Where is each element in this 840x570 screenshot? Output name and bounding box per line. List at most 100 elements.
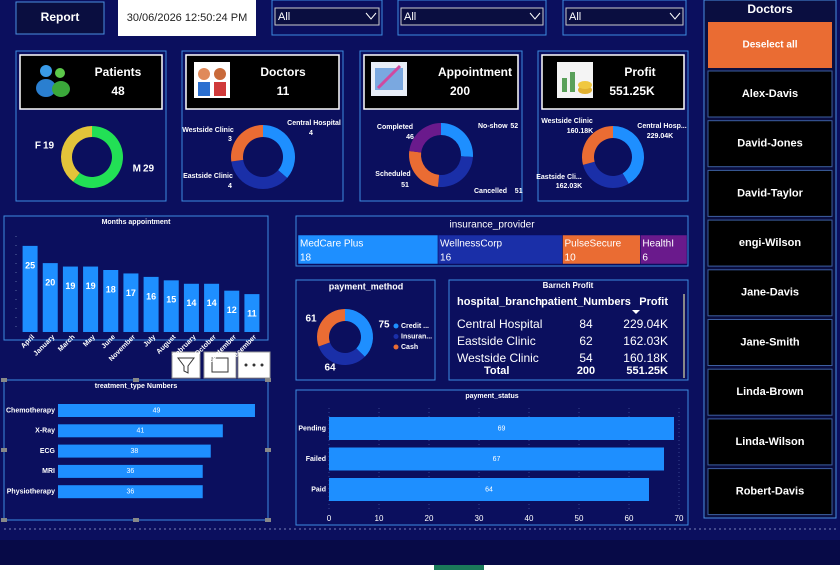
table-cell: Westside Clinic bbox=[457, 351, 539, 365]
tile bbox=[297, 234, 439, 265]
doctors-icon bbox=[194, 62, 230, 98]
bar bbox=[224, 290, 240, 332]
data-label: 229.04K bbox=[647, 133, 673, 140]
dropdown-arrow bbox=[669, 12, 681, 20]
data-label: 12 bbox=[227, 305, 237, 315]
resize-handle[interactable] bbox=[133, 518, 139, 522]
table-cell: 160.18K bbox=[623, 351, 668, 365]
slicer-item[interactable] bbox=[707, 368, 833, 416]
deselect-button[interactable] bbox=[708, 22, 832, 68]
table-total: 200 bbox=[577, 365, 595, 377]
resize-handle[interactable] bbox=[1, 518, 7, 522]
report-button-label: Report bbox=[41, 10, 80, 24]
x-tick-label: 70 bbox=[675, 514, 684, 523]
table-header: Profit bbox=[639, 296, 668, 308]
x-tick-label: 10 bbox=[375, 514, 384, 523]
kpi-value: 11 bbox=[277, 84, 290, 98]
category-label: Central Hosp... bbox=[637, 123, 686, 130]
donut-segment bbox=[613, 126, 644, 184]
tab-indicator bbox=[434, 565, 484, 570]
bar bbox=[58, 444, 211, 458]
bar bbox=[329, 447, 664, 471]
bottom-strip bbox=[0, 540, 840, 565]
x-tick-label: 50 bbox=[575, 514, 584, 523]
filter-dropdown[interactable] bbox=[274, 7, 380, 26]
table-cell: 54 bbox=[579, 351, 593, 365]
chart-title: payment_status bbox=[465, 393, 518, 400]
filter-dropdown[interactable] bbox=[400, 7, 544, 26]
data-label: 51 bbox=[515, 188, 523, 195]
data-label: 18 bbox=[106, 284, 116, 294]
y-tick-label: ECG bbox=[40, 448, 56, 455]
table-total: 551.25K bbox=[626, 365, 668, 377]
resize-handle[interactable] bbox=[1, 448, 7, 452]
tile-value: 16 bbox=[440, 253, 452, 264]
slicer-item[interactable] bbox=[707, 269, 833, 317]
filter-dropdown[interactable] bbox=[565, 7, 684, 26]
category-label: Eastside Clinic bbox=[183, 173, 233, 180]
resize-handle[interactable] bbox=[265, 378, 271, 382]
bar bbox=[244, 294, 260, 332]
data-label: 29 bbox=[143, 164, 155, 175]
bar bbox=[58, 485, 203, 499]
data-label: 15 bbox=[166, 295, 176, 305]
resize-handle[interactable] bbox=[133, 378, 139, 382]
data-label: 4 bbox=[228, 183, 232, 190]
slicer-item[interactable] bbox=[707, 120, 833, 168]
legend-swatch bbox=[393, 323, 399, 329]
slicer-item[interactable] bbox=[707, 468, 833, 516]
bar bbox=[58, 404, 255, 417]
chart-title: payment_method bbox=[329, 281, 404, 291]
tile-value: 10 bbox=[565, 253, 577, 264]
resize-handle[interactable] bbox=[1, 378, 7, 382]
y-tick-label: X-Ray bbox=[35, 428, 55, 435]
slicer-item-label: Linda-Wilson bbox=[736, 436, 805, 448]
slicer-item[interactable] bbox=[707, 319, 833, 366]
bar bbox=[204, 283, 220, 332]
bar bbox=[58, 464, 203, 478]
focus-icon[interactable] bbox=[203, 351, 237, 379]
bar bbox=[123, 273, 139, 332]
donut-segment bbox=[409, 123, 441, 153]
table-cell: Eastside Clinic bbox=[457, 334, 536, 348]
data-label: 14 bbox=[207, 298, 217, 308]
kpi-label: Doctors bbox=[260, 65, 306, 79]
resize-handle[interactable] bbox=[265, 448, 271, 452]
data-label: 46 bbox=[406, 134, 414, 141]
legend-swatch bbox=[393, 334, 399, 339]
data-label: 52 bbox=[510, 123, 518, 130]
bar bbox=[329, 478, 649, 501]
x-tick-label: 60 bbox=[625, 514, 634, 523]
chart-title: insurance_provider bbox=[449, 220, 535, 231]
chart-title: treatment_type Numbers bbox=[95, 383, 178, 390]
slicer-title: Doctors bbox=[747, 2, 793, 16]
slicer-item-label: Linda-Brown bbox=[736, 386, 803, 398]
tile bbox=[562, 234, 641, 265]
y-tick-label: Chemotherapy bbox=[6, 407, 55, 414]
bar bbox=[58, 424, 223, 438]
slicer-item[interactable] bbox=[707, 169, 833, 217]
data-label: 11 bbox=[247, 308, 257, 318]
slicer-item[interactable] bbox=[707, 418, 833, 466]
bar bbox=[103, 270, 119, 332]
y-tick-label: Physiotherapy bbox=[7, 489, 55, 496]
report-button[interactable] bbox=[15, 1, 105, 35]
resize-handle[interactable] bbox=[265, 518, 271, 522]
filter-icon[interactable] bbox=[171, 351, 201, 379]
tile bbox=[640, 234, 688, 265]
slicer-item[interactable] bbox=[707, 219, 833, 267]
filter-frame bbox=[562, 0, 687, 36]
category-label: Westside Clinic bbox=[182, 127, 234, 134]
slicer-item-label: David-Jones bbox=[737, 138, 802, 150]
bar bbox=[163, 280, 179, 332]
data-label: 36 bbox=[126, 489, 134, 496]
category-label: Scheduled bbox=[375, 171, 410, 178]
table-cell: 62 bbox=[579, 334, 593, 348]
slicer-item[interactable] bbox=[707, 70, 833, 118]
data-label: 64 bbox=[485, 486, 493, 493]
category-label: Completed bbox=[377, 124, 413, 131]
kpi-value: 551.25K bbox=[609, 84, 655, 98]
data-label: 75 bbox=[378, 320, 390, 331]
patients-icon bbox=[36, 65, 70, 97]
